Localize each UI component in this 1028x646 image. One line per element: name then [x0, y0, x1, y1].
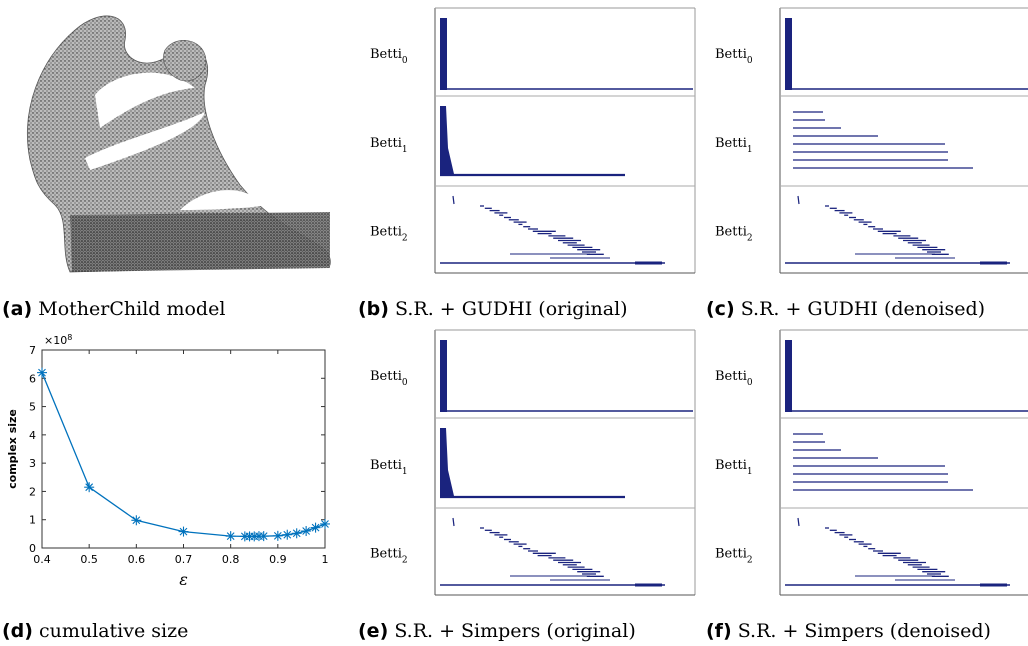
betti-label-0: Betti0 [715, 47, 753, 66]
caption-f-text: S.R. + Simpers (denoised) [737, 620, 991, 642]
caption-c-text: S.R. + GUDHI (denoised) [740, 298, 986, 320]
caption-c-tag: (c) [706, 298, 735, 320]
y-tick-label: 4 [29, 429, 36, 442]
betti-label-2: Betti2 [715, 547, 753, 566]
x-axis-label: ε [179, 570, 188, 589]
data-point-marker [37, 367, 47, 378]
caption-e-text: S.R. + Simpers (original) [394, 620, 636, 642]
data-point-marker [225, 531, 236, 542]
data-point-marker [272, 530, 283, 541]
caption-b: (b) S.R. + GUDHI (original) [358, 298, 628, 320]
barcode-plot: Betti0 Betti1 Betti2 [715, 7, 1028, 274]
caption-d: (d) cumulative size [2, 620, 188, 642]
panel-e: Betti0 Betti1 Betti2 [370, 329, 696, 596]
betti-label-0: Betti0 [370, 369, 408, 388]
caption-c: (c) S.R. + GUDHI (denoised) [706, 298, 985, 320]
betti-label-2: Betti2 [715, 225, 753, 244]
betti-label-1: Betti1 [715, 458, 753, 477]
panel-b: Betti0 Betti1 Betti2 [370, 7, 696, 274]
data-point-marker [178, 526, 189, 537]
betti2-bar [797, 195, 800, 205]
series-line [41, 372, 326, 538]
y-tick-label: 3 [29, 457, 36, 470]
caption-d-tag: (d) [2, 620, 33, 642]
barcode-plot: Betti0 Betti1 Betti2 [370, 7, 696, 274]
data-point-marker [258, 531, 269, 542]
betti1-dense-bars [440, 106, 454, 176]
x-tick-label: 0.4 [33, 553, 51, 566]
betti0-dense-bars [785, 18, 792, 90]
caption-e: (e) S.R. + Simpers (original) [358, 620, 636, 642]
betti2-bar [452, 195, 455, 205]
x-tick-label: 1 [322, 553, 329, 566]
panel-c: Betti0 Betti1 Betti2 [715, 7, 1028, 274]
data-point-marker [131, 515, 142, 526]
x-tick-label: 0.9 [269, 553, 287, 566]
data-point-marker [291, 528, 302, 539]
caption-b-tag: (b) [358, 298, 389, 320]
betti2-bar [797, 517, 800, 527]
betti2-bar [452, 517, 455, 527]
plot-frame [41, 349, 326, 549]
y-tick-label: 1 [29, 514, 36, 527]
y-tick-label: 0 [29, 542, 36, 555]
data-point-marker [282, 529, 293, 540]
y-tick-label: 6 [29, 372, 36, 385]
caption-f-tag: (f) [706, 620, 732, 642]
caption-f: (f) S.R. + Simpers (denoised) [706, 620, 991, 642]
betti-label-0: Betti0 [370, 47, 408, 66]
x-tick-label: 0.7 [175, 553, 193, 566]
y-tick-label: 2 [29, 485, 36, 498]
motherchild-model-image [27, 15, 331, 273]
y-tick-label: 5 [29, 401, 36, 414]
data-point-marker [310, 522, 321, 533]
betti-label-2: Betti2 [370, 547, 408, 566]
caption-d-text: cumulative size [39, 620, 189, 642]
y-exponent-label: ×108 [44, 333, 72, 348]
x-tick-label: 0.5 [80, 553, 98, 566]
betti-label-2: Betti2 [370, 225, 408, 244]
caption-a-text: MotherChild model [38, 298, 226, 320]
barcode-plot: Betti0 Betti1 Betti2 [370, 329, 696, 596]
betti-label-1: Betti1 [370, 458, 408, 477]
betti0-dense-bars [440, 340, 447, 412]
x-tick-label: 0.8 [222, 553, 240, 566]
x-tick-label: 0.6 [128, 553, 146, 566]
betti-label-0: Betti0 [715, 369, 753, 388]
panel-f: Betti0 Betti1 Betti2 [715, 329, 1028, 596]
betti-label-1: Betti1 [715, 136, 753, 155]
y-axis-label: complex size [6, 409, 19, 489]
caption-e-tag: (e) [358, 620, 389, 642]
barcode-plot: Betti0 Betti1 Betti2 [715, 329, 1028, 596]
y-tick-label: 7 [29, 344, 36, 357]
caption-a-tag: (a) [2, 298, 33, 320]
cumulative-size-chart: 0.4 0.5 0.6 0.7 0.8 0.9 1 0 1 2 3 4 5 6 7 ×108 complex s… [6, 333, 330, 589]
caption-b-text: S.R. + GUDHI (original) [395, 298, 628, 320]
betti0-dense-bars [440, 18, 447, 90]
data-point-marker [301, 526, 312, 537]
data-point-marker [84, 482, 95, 493]
betti-label-1: Betti1 [370, 136, 408, 155]
data-point-marker [320, 518, 330, 529]
caption-a: (a) MotherChild model [2, 298, 225, 320]
betti0-dense-bars [785, 340, 792, 412]
betti1-dense-bars [440, 428, 454, 498]
